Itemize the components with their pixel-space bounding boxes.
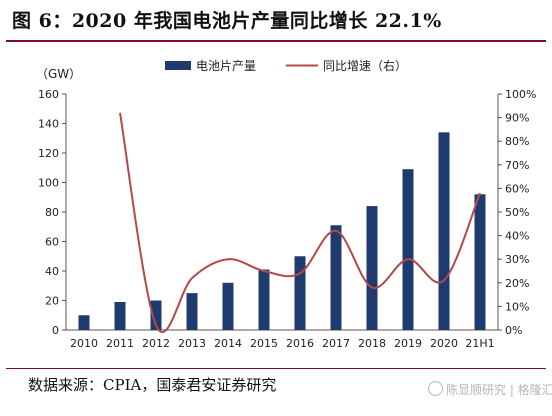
- y-tick-label-right: 10%: [505, 300, 529, 313]
- bar: [78, 315, 90, 330]
- y-tick-label-right: 100%: [505, 88, 536, 101]
- plot-area: 0 20 40 60 80 100 120 140 160 0% 10% 20% 30% 40% 50% 60…: [38, 88, 536, 350]
- y-tick-label-left: 120: [38, 147, 59, 160]
- y-tick-label-left: 100: [38, 177, 59, 190]
- y-tick-label-right: 40%: [505, 230, 529, 243]
- title-divider: [6, 40, 546, 42]
- y-tick-label-left: 0: [52, 324, 59, 337]
- figure-title: 图 6：2020 年我国电池片产量同比增长 22.1%: [12, 10, 442, 32]
- x-tick-label: 2011: [106, 337, 134, 350]
- bar: [186, 293, 198, 330]
- bar: [222, 282, 234, 330]
- y-tick-label-right: 70%: [505, 159, 529, 172]
- x-tick-label: 2017: [322, 337, 350, 350]
- bar: [330, 225, 342, 330]
- watermark: 陈显顺研究 | 格隆汇: [428, 381, 552, 398]
- x-tick-label: 2019: [394, 337, 422, 350]
- y-axis-unit-label: （GW）: [36, 67, 81, 81]
- watermark-text: 陈显顺研究 | 格隆汇: [446, 383, 552, 397]
- footer-divider: [6, 368, 546, 369]
- x-tick-label: 2010: [70, 337, 98, 350]
- legend-bar-label: 电池片产量: [196, 59, 256, 73]
- legend: 电池片产量 同比增速（右）: [165, 58, 407, 73]
- x-tick-label: 2012: [142, 337, 170, 350]
- y-tick-label-right: 50%: [505, 206, 529, 219]
- bar: [150, 300, 162, 330]
- growth-rate-line: [119, 112, 481, 334]
- x-tick-label: 2020: [430, 337, 458, 350]
- x-tick-label: 2015: [250, 337, 278, 350]
- bar: [366, 206, 378, 330]
- combo-chart: 电池片产量 同比增速（右） （GW） 0 20 40 60 80 100 120 140 160…: [36, 58, 536, 350]
- x-tick-label: 2014: [214, 337, 242, 350]
- y-tick-label-left: 60: [45, 236, 59, 249]
- y-tick-label-right: 30%: [505, 253, 529, 266]
- bar: [258, 269, 270, 330]
- data-source: 数据来源：CPIA，国泰君安证券研究: [28, 376, 277, 394]
- legend-bar-swatch: [165, 61, 191, 70]
- wechat-icon: [428, 381, 443, 396]
- bar: [114, 301, 126, 330]
- y-tick-label-right: 80%: [505, 135, 529, 148]
- bar: [294, 256, 306, 330]
- y-tick-label-right: 60%: [505, 182, 529, 195]
- bar: [402, 169, 414, 330]
- bar: [438, 132, 450, 330]
- legend-line-label: 同比增速（右）: [323, 58, 407, 73]
- x-tick-label: 21H1: [465, 337, 494, 350]
- y-tick-label-left: 160: [38, 88, 59, 101]
- y-tick-label-right: 20%: [505, 277, 529, 290]
- x-tick-label: 2018: [358, 337, 386, 350]
- x-tick-label: 2016: [286, 337, 314, 350]
- y-tick-label-left: 40: [45, 265, 59, 278]
- y-tick-label-right: 90%: [505, 112, 529, 125]
- y-tick-label-left: 140: [38, 118, 59, 131]
- x-tick-label: 2013: [178, 337, 206, 350]
- y-tick-label-right: 0%: [505, 324, 522, 337]
- bar: [474, 194, 486, 330]
- y-tick-label-left: 20: [45, 295, 59, 308]
- y-tick-label-left: 80: [45, 206, 59, 219]
